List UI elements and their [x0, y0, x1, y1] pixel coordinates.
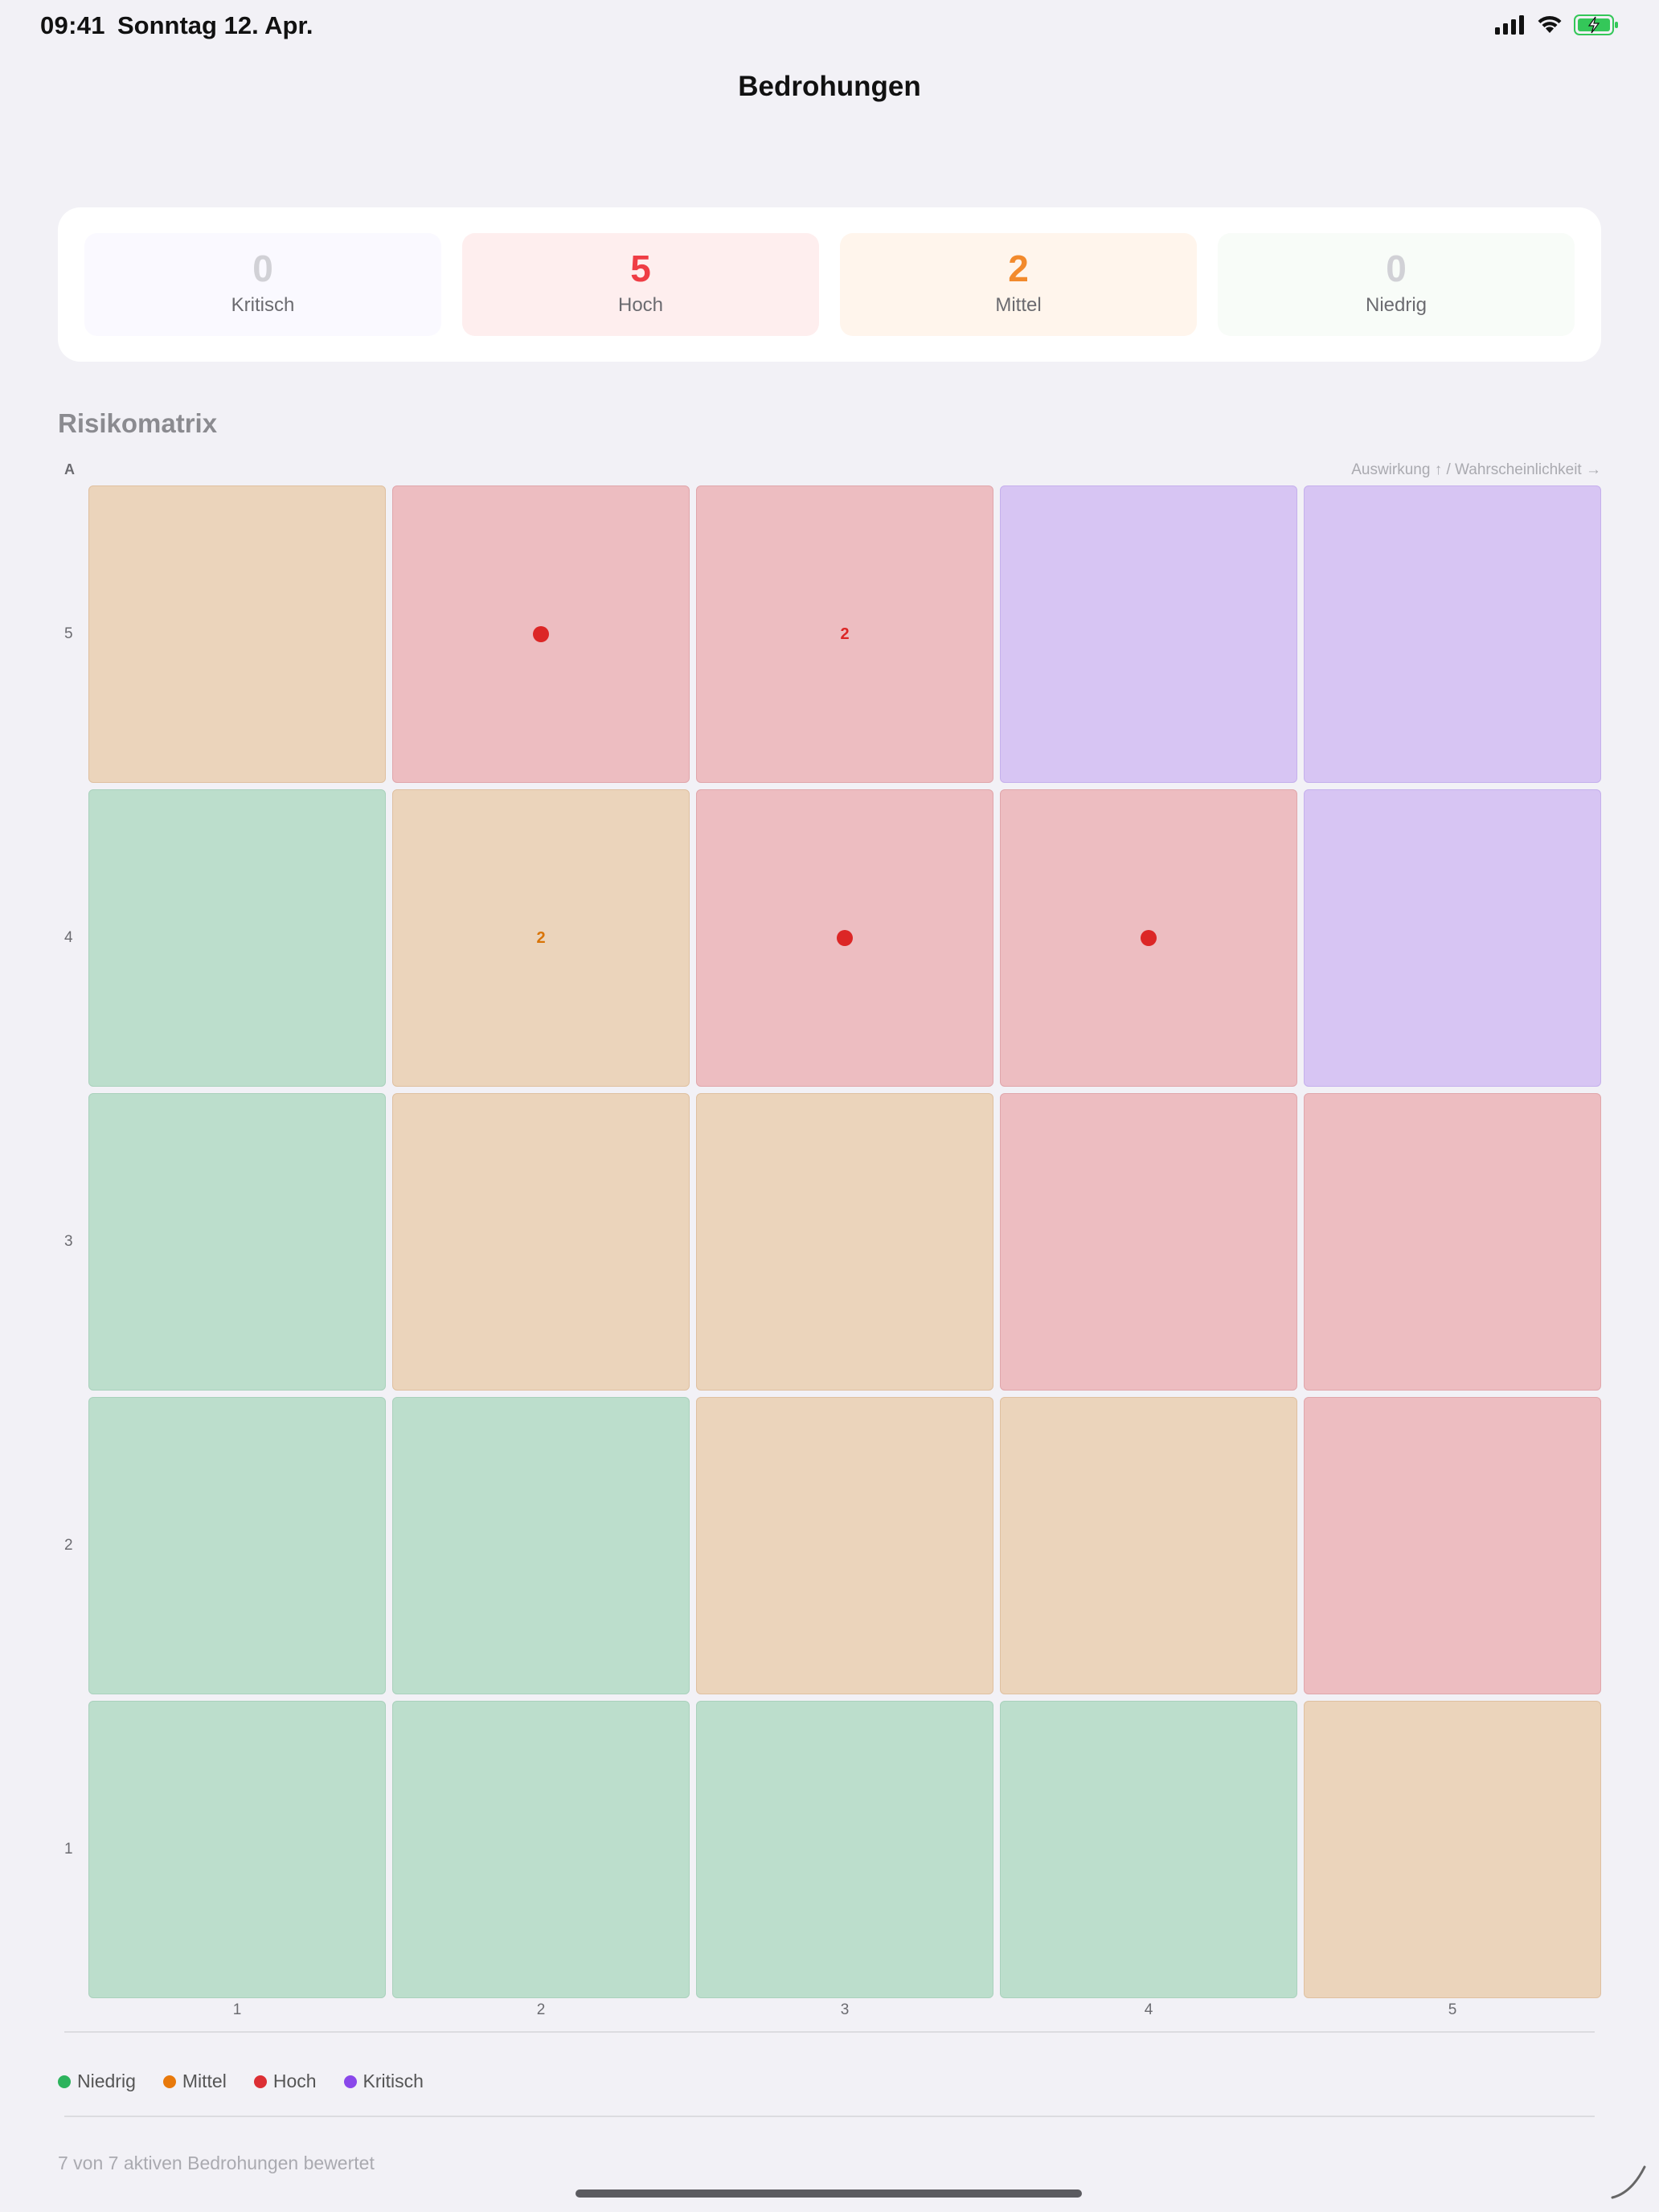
- matrix-cell-1-3[interactable]: [696, 1701, 993, 1998]
- threat-count[interactable]: 2: [840, 625, 850, 643]
- x-axis-label: 4: [1144, 2001, 1153, 2018]
- x-axis-label: 2: [536, 2001, 546, 2018]
- matrix-cell-4-4[interactable]: [1000, 789, 1297, 1087]
- x-axis-label: 3: [840, 2001, 850, 2018]
- home-indicator[interactable]: [576, 2189, 1082, 2198]
- y-axis-label: 5: [64, 625, 73, 642]
- summary-tile-niedrig[interactable]: 0 Niedrig: [1218, 233, 1575, 336]
- legend-label: Hoch: [272, 2071, 317, 2091]
- footer-status-text: 7 von 7 aktiven Bedrohungen bewertet: [58, 2153, 375, 2173]
- legend-item-mittel: Mittel: [162, 2071, 227, 2092]
- y-axis-label: 3: [64, 1233, 73, 1250]
- summary-tile-hoch[interactable]: 5 Hoch: [462, 233, 819, 336]
- section-title-risk-matrix: Risikomatrix: [58, 408, 218, 438]
- y-axis-label: 1: [64, 1841, 73, 1858]
- matrix-cell-1-1[interactable]: [88, 1701, 386, 1998]
- axis-hint: Auswirkung ↑ / Wahrscheinlichkeit →: [1351, 461, 1601, 478]
- matrix-cell-2-2[interactable]: [392, 1397, 690, 1694]
- legend-dot-icon: [162, 2075, 176, 2088]
- divider: [64, 2031, 1595, 2033]
- matrix-cell-2-1[interactable]: [88, 1397, 386, 1694]
- matrix-cell-5-3[interactable]: 2: [696, 485, 993, 783]
- threat-marker-dot[interactable]: [1141, 930, 1157, 946]
- matrix-cell-2-5[interactable]: [1304, 1397, 1601, 1694]
- x-axis-label: 1: [232, 2001, 242, 2018]
- summary-label: Niedrig: [1365, 294, 1428, 316]
- matrix-cell-1-4[interactable]: [1000, 1701, 1297, 1998]
- y-axis-label: 2: [64, 1537, 73, 1554]
- matrix-cell-3-4[interactable]: [1000, 1093, 1297, 1391]
- summary-count: 0: [1386, 248, 1407, 289]
- legend-item-kritisch: Kritisch: [343, 2071, 424, 2092]
- legend-label: Mittel: [182, 2071, 227, 2091]
- legend-item-hoch: Hoch: [253, 2071, 317, 2092]
- matrix-cell-4-2[interactable]: 2: [392, 789, 690, 1087]
- matrix-cell-1-5[interactable]: [1304, 1701, 1601, 1998]
- matrix-cell-3-5[interactable]: [1304, 1093, 1601, 1391]
- matrix-cell-3-3[interactable]: [696, 1093, 993, 1391]
- y-axis-label: 4: [64, 929, 73, 946]
- legend: Niedrig Mittel Hoch Kritisch: [58, 2071, 424, 2092]
- matrix-cell-5-1[interactable]: [88, 485, 386, 783]
- matrix-cell-4-1[interactable]: [88, 789, 386, 1087]
- matrix-cell-4-3[interactable]: [696, 789, 993, 1087]
- page-title: Bedrohungen: [738, 71, 921, 102]
- divider: [64, 2116, 1595, 2117]
- threat-marker-dot[interactable]: [533, 626, 549, 642]
- wifi-icon: [1538, 15, 1562, 33]
- matrix-cell-2-3[interactable]: [696, 1397, 993, 1694]
- legend-dot-icon: [253, 2075, 267, 2088]
- matrix-cell-3-2[interactable]: [392, 1093, 690, 1391]
- pencil-stroke-icon: [1611, 2165, 1646, 2199]
- summary-label: Hoch: [617, 294, 664, 316]
- matrix-cell-5-5[interactable]: [1304, 485, 1601, 783]
- summary-label: Mittel: [995, 294, 1042, 316]
- matrix-cell-5-2[interactable]: [392, 485, 690, 783]
- legend-label: Niedrig: [77, 2071, 136, 2091]
- threat-marker-dot[interactable]: [837, 930, 853, 946]
- matrix-cell-1-2[interactable]: [392, 1701, 690, 1998]
- matrix-cell-3-1[interactable]: [88, 1093, 386, 1391]
- summary-label: Kritisch: [231, 294, 295, 316]
- status-icons: [1495, 14, 1619, 35]
- summary-count: 2: [1008, 248, 1029, 289]
- x-axis-label: 5: [1448, 2001, 1457, 2018]
- legend-label: Kritisch: [363, 2071, 424, 2091]
- summary-count: 0: [252, 248, 273, 289]
- axis-corner-label: A: [64, 461, 75, 477]
- legend-dot-icon: [58, 2075, 71, 2088]
- threat-count[interactable]: 2: [536, 929, 546, 947]
- summary-tile-kritisch[interactable]: 0 Kritisch: [84, 233, 441, 336]
- summary-count: 5: [630, 248, 651, 289]
- battery-charging-icon: [1574, 14, 1618, 35]
- legend-item-niedrig: Niedrig: [58, 2071, 136, 2092]
- matrix-cell-5-4[interactable]: [1000, 485, 1297, 783]
- status-time: 09:41: [40, 11, 105, 39]
- status-date: Sonntag 12. Apr.: [117, 11, 313, 39]
- matrix-cell-2-4[interactable]: [1000, 1397, 1297, 1694]
- summary-tile-mittel[interactable]: 2 Mittel: [840, 233, 1197, 336]
- severity-summary-card: 0 Kritisch 5 Hoch 2 Mittel 0 Niedrig: [58, 207, 1601, 362]
- cellular-signal-icon: [1495, 15, 1524, 35]
- legend-dot-icon: [343, 2075, 357, 2088]
- matrix-cell-4-5[interactable]: [1304, 789, 1601, 1087]
